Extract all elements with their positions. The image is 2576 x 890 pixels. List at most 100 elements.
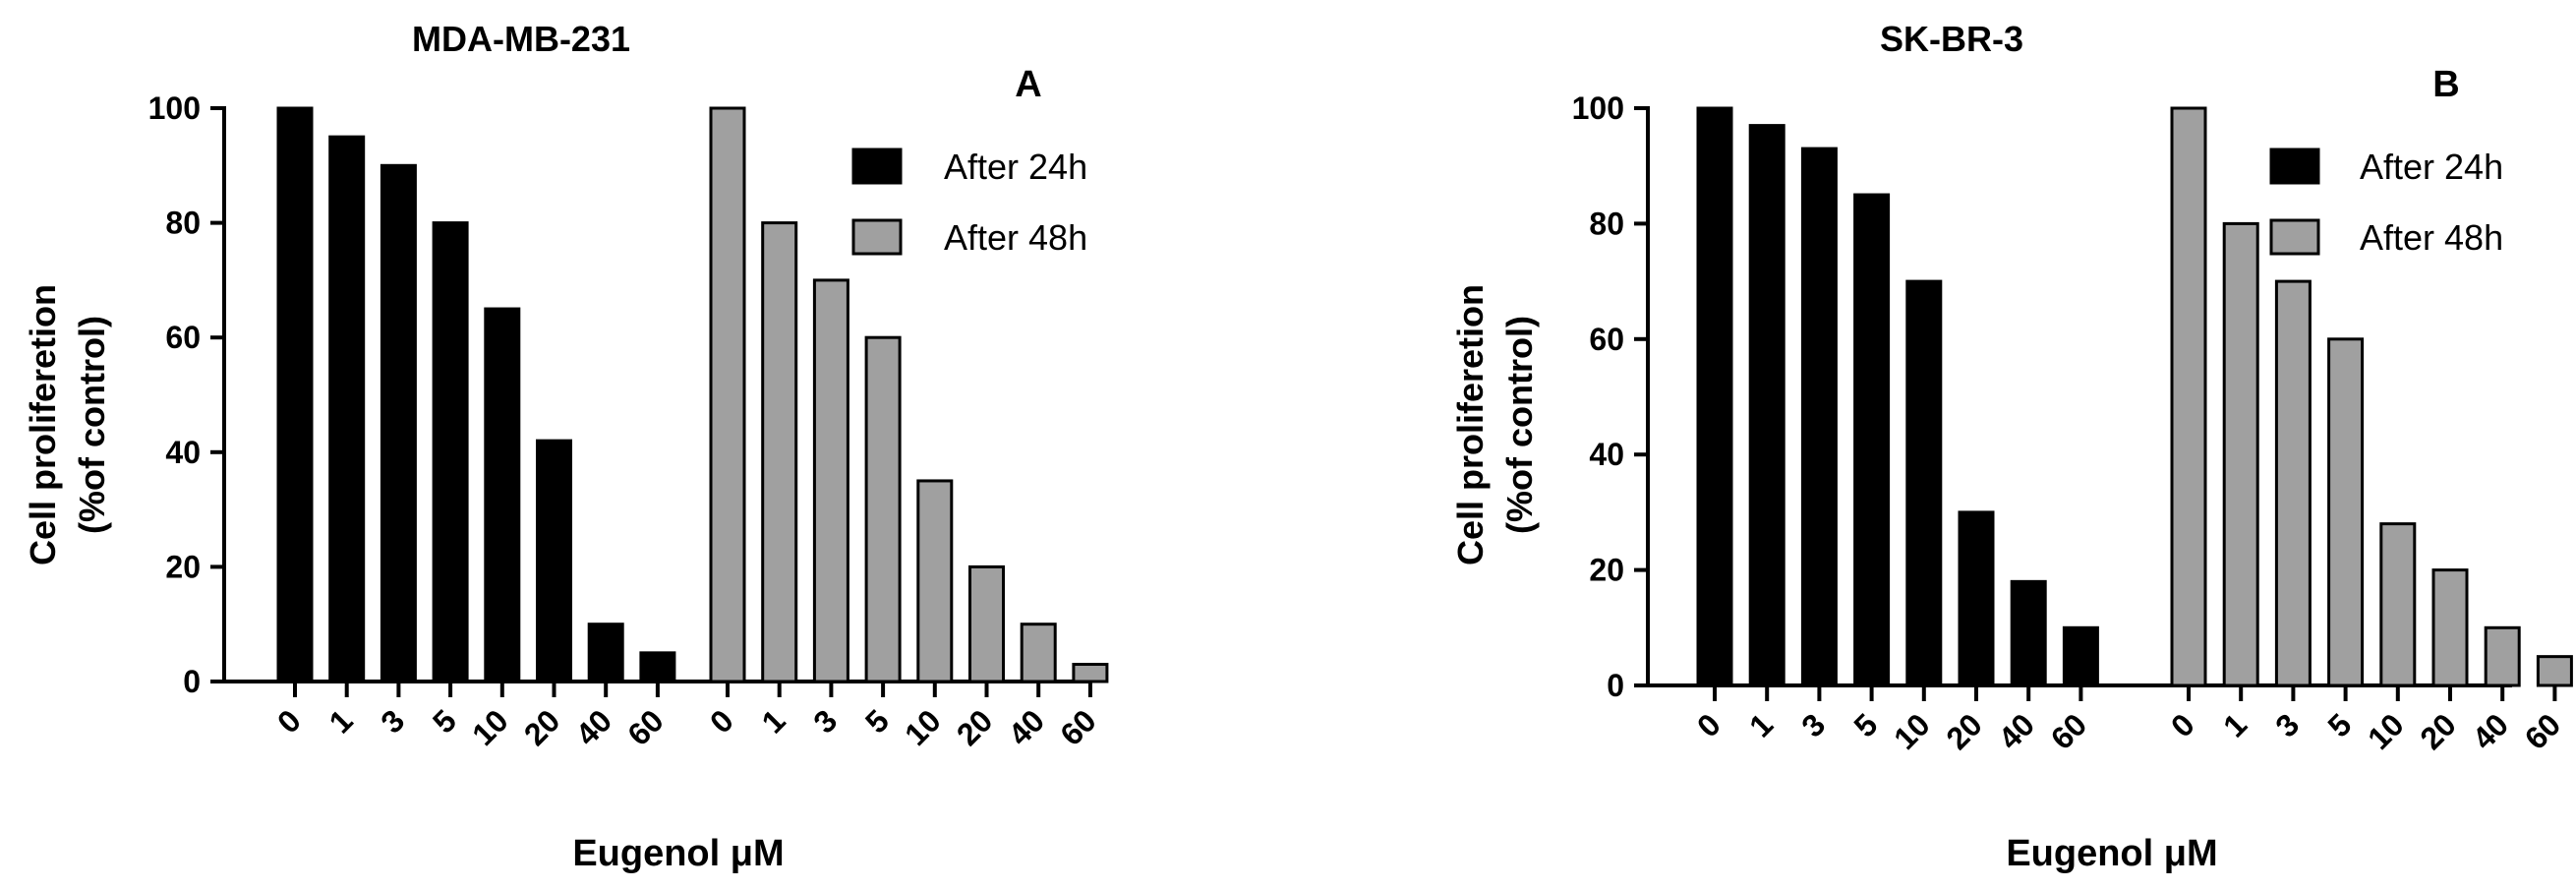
panel-letter-b: B xyxy=(2432,64,2459,105)
x-tick-label-b: 0 xyxy=(1690,706,1727,743)
bar-24h-3-b xyxy=(1800,147,1838,687)
legend-swatch-24h-b xyxy=(2269,148,2320,185)
y-tick-label-a: 40 xyxy=(165,435,201,470)
y-tick-label-a: 80 xyxy=(165,206,201,241)
x-tick-label-a: 0 xyxy=(703,702,740,740)
bar-48h-1-b xyxy=(2222,221,2259,687)
x-tick-label-a: 20 xyxy=(517,702,567,752)
x-tick-label-a: 5 xyxy=(858,702,896,740)
bar-48h-40-a xyxy=(1020,623,1057,683)
legend-a: After 24h After 48h xyxy=(851,147,1087,258)
bar-48h-5-b xyxy=(2327,337,2365,687)
x-tick-label-b: 3 xyxy=(2268,706,2306,743)
x-tick-label-a: 40 xyxy=(1002,702,1052,752)
y-tick-label-b: 60 xyxy=(1589,322,1624,357)
x-tick-label-a: 60 xyxy=(620,702,671,752)
x-tick-label-b: 3 xyxy=(1794,706,1832,743)
x-tick-label-b: 5 xyxy=(2321,706,2359,743)
x-tick-label-a: 0 xyxy=(270,702,308,740)
chart-panel-a: MDA-MB-231 A Cell proliferetion (%of con… xyxy=(23,19,1109,874)
x-tick-label-a: 20 xyxy=(950,702,1000,752)
y-tick-label-a: 0 xyxy=(183,664,201,699)
x-tick-label-a: 3 xyxy=(374,702,411,740)
bar-24h-5-b xyxy=(1853,193,1891,687)
bar-48h-0-a xyxy=(709,106,746,683)
y-tick-label-a: 20 xyxy=(165,549,201,584)
y-tick-label-a: 60 xyxy=(165,320,201,355)
y-tick-label-b: 40 xyxy=(1589,437,1624,472)
bar-48h-3-a xyxy=(812,278,849,683)
bar-48h-20-b xyxy=(2431,568,2469,687)
legend-b: After 24h After 48h xyxy=(2269,147,2503,258)
chart-title-a: MDA-MB-231 xyxy=(412,19,630,59)
bar-24h-60-b xyxy=(2062,625,2099,687)
y-tick-label-b: 20 xyxy=(1589,553,1624,588)
legend-swatch-48h-b xyxy=(2269,218,2320,256)
bar-24h-0-b xyxy=(1696,106,1733,687)
x-tick-label-b: 5 xyxy=(1847,706,1885,743)
x-tick-label-a: 10 xyxy=(898,702,948,752)
legend-swatch-24h-a xyxy=(851,148,903,185)
x-tick-label-b: 40 xyxy=(2466,706,2516,756)
bar-24h-1-a xyxy=(328,135,366,683)
bar-24h-40-a xyxy=(587,623,624,683)
x-tick-label-b: 10 xyxy=(1887,706,1937,756)
bar-24h-0-a xyxy=(276,106,314,683)
x-axis-label-b: Eugenol μM xyxy=(2006,833,2217,874)
legend-label-48h-b: After 48h xyxy=(2360,217,2503,258)
legend-label-24h-b: After 24h xyxy=(2360,147,2503,187)
bar-48h-1-a xyxy=(761,221,798,683)
x-tick-label-b: 0 xyxy=(2164,706,2201,743)
bar-24h-20-a xyxy=(536,439,572,683)
y-tick-label-a: 100 xyxy=(148,90,201,126)
bar-48h-0-b xyxy=(2170,106,2207,687)
chart-panel-b: SK-BR-3 B Cell proliferetion (%of contro… xyxy=(1450,19,2573,874)
bar-24h-40-b xyxy=(2010,579,2047,687)
bar-24h-5-a xyxy=(432,221,469,683)
bar-24h-20-b xyxy=(1958,510,1995,687)
y-axis-label-a-line1: Cell proliferetion xyxy=(23,284,63,565)
x-tick-label-b: 60 xyxy=(2044,706,2094,756)
x-tick-label-b: 20 xyxy=(2413,706,2463,756)
bar-48h-60-a xyxy=(1072,663,1109,683)
x-tick-label-b: 40 xyxy=(1992,706,2042,756)
bar-48h-60-b xyxy=(2536,655,2573,687)
chart-title-b: SK-BR-3 xyxy=(1880,19,2023,59)
bar-24h-10-b xyxy=(1905,279,1943,687)
bar-48h-40-b xyxy=(2484,625,2521,687)
bar-48h-20-a xyxy=(968,564,1005,683)
x-tick-label-a: 1 xyxy=(755,702,792,740)
x-tick-label-a: 60 xyxy=(1053,702,1103,752)
legend-label-48h-a: After 48h xyxy=(944,217,1087,258)
bar-24h-60-a xyxy=(639,651,676,683)
y-tick-label-b: 0 xyxy=(1607,668,1624,703)
x-tick-label-b: 20 xyxy=(1939,706,1989,756)
bar-48h-10-a xyxy=(916,479,954,683)
x-tick-label-b: 1 xyxy=(2216,706,2254,743)
x-axis-label-a: Eugenol μM xyxy=(572,833,784,874)
y-axis-label-b-line2: (%of control) xyxy=(1499,316,1540,534)
legend-label-24h-a: After 24h xyxy=(944,147,1087,187)
bar-24h-10-a xyxy=(484,307,521,683)
x-tick-label-a: 40 xyxy=(569,702,619,752)
panel-letter-a: A xyxy=(1015,64,1041,105)
x-tick-label-b: 1 xyxy=(1742,706,1780,743)
x-tick-label-b: 60 xyxy=(2518,706,2568,756)
y-tick-label-b: 80 xyxy=(1589,206,1624,241)
bar-24h-3-a xyxy=(380,163,417,683)
x-tick-label-b: 10 xyxy=(2361,706,2411,756)
legend-swatch-48h-a xyxy=(851,218,903,256)
y-axis-label-a-line2: (%of control) xyxy=(72,316,112,534)
bar-48h-10-b xyxy=(2379,522,2417,687)
x-tick-label-a: 3 xyxy=(806,702,844,740)
bar-48h-5-a xyxy=(864,335,902,683)
x-tick-label-a: 1 xyxy=(322,702,360,740)
y-axis-label-b-line1: Cell proliferetion xyxy=(1450,284,1491,565)
bar-24h-1-b xyxy=(1748,124,1786,687)
y-tick-label-b: 100 xyxy=(1572,90,1624,126)
x-tick-label-a: 10 xyxy=(465,702,515,752)
x-tick-label-a: 5 xyxy=(426,702,463,740)
